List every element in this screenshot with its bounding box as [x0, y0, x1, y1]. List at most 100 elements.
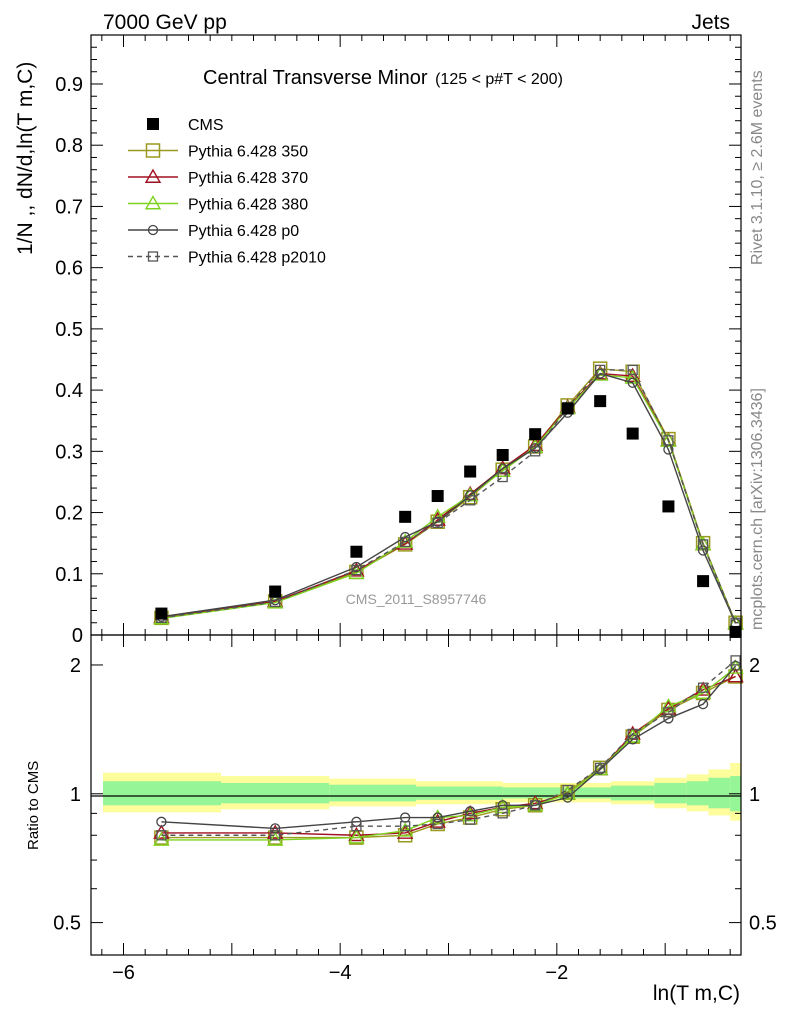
ratio-data-point [627, 728, 638, 740]
main-mc-data-point [697, 539, 709, 550]
main-cms-data-point [155, 607, 168, 620]
main-cms-data-point [697, 575, 710, 588]
main-y-tick-labels: 0 0.1 0.2 0.3 0.4 0.5 0.6 0.7 0.8 0.9 [55, 74, 83, 647]
ratio-frame [90, 634, 742, 956]
ratio-data-point [727, 668, 744, 683]
legend-label: CMS [188, 117, 224, 134]
main-cms-data-point [662, 500, 675, 513]
main-cms-data-point [594, 395, 607, 408]
legend-marker [144, 168, 162, 183]
main-cms-data-point [269, 585, 282, 598]
main-mc-data-point [396, 533, 414, 548]
legend-label: Pythia 6.428 350 [188, 144, 308, 161]
main-mc-series-0 [154, 361, 743, 631]
legend-label: Pythia 6.428 p2010 [188, 250, 326, 267]
main-mc-data-point [697, 545, 709, 556]
main-cms-data-point [399, 510, 412, 523]
ratio-data-point [595, 762, 606, 773]
ratio-data-point [694, 681, 712, 696]
ratio-series-2 [153, 659, 744, 846]
main-cms-data-point [350, 545, 363, 558]
main-y-tick-label: 0.6 [55, 258, 83, 280]
main-y-tick-label: 0.2 [55, 503, 83, 525]
ratio-series-line [161, 667, 737, 841]
main-y-tick-label: 0.4 [55, 380, 83, 402]
main-mc-data-point [663, 435, 674, 446]
watermark: CMS_2011_S8957746 [346, 591, 487, 607]
ratio-band-green [416, 786, 503, 800]
legend-entry: Pythia 6.428 370 [128, 168, 308, 187]
ratio-data-point [663, 707, 674, 718]
legend-entry: Pythia 6.428 380 [128, 195, 308, 214]
main-mc-series-line [161, 372, 737, 624]
ratio-y-tick-label: 0.5 [53, 913, 81, 935]
ratio-data-point [465, 814, 476, 825]
main-y-tick-label: 0 [72, 625, 83, 647]
ratio-data-point [270, 830, 281, 841]
main-mc-series-line [161, 374, 737, 624]
ratio-data-point [559, 785, 576, 800]
main-mc-series-line [161, 369, 737, 624]
legend-entry: CMS [147, 117, 224, 134]
header-left: 7000 GeV pp [103, 11, 227, 34]
ratio-data-point [697, 698, 709, 710]
legend-marker [147, 118, 159, 130]
ratio-data-point [396, 822, 414, 837]
ratio-series-line [161, 665, 737, 830]
main-cms-series-0 [155, 395, 742, 638]
ratio-series-0 [154, 669, 743, 845]
ratio-data-point [348, 829, 365, 844]
main-ticks [91, 34, 741, 636]
main-mc-data-point [595, 364, 606, 376]
main-y-tick-label: 0.3 [55, 441, 83, 463]
main-mc-data-point [266, 594, 284, 609]
main-y-tick-label: 0.9 [55, 74, 83, 96]
ratio-y-tick-label-right: 0.5 [749, 913, 777, 935]
main-mc-data-point [400, 536, 411, 548]
main-cms-data-point [561, 402, 574, 415]
x-tick-labels: −6 −4 −2 [112, 962, 568, 984]
legend-label: Pythia 6.428 p0 [188, 223, 299, 240]
ratio-data-point [562, 792, 573, 803]
legend-label: Pythia 6.428 380 [188, 197, 308, 214]
main-mc-series-4 [156, 364, 741, 628]
legend-entry: Pythia 6.428 350 [128, 143, 308, 161]
main-mc-series-3 [156, 368, 741, 629]
main-mc-data-point [627, 364, 638, 376]
ratio-series [153, 655, 744, 846]
ratio-y-tick-label-right: 2 [749, 655, 760, 677]
main-mc-data-point [432, 517, 443, 529]
ratio-data-point [351, 821, 362, 832]
ratio-data-point [530, 800, 541, 811]
ratio-data-point [497, 808, 508, 819]
ratio-y-tick-label-right: 1 [749, 784, 760, 806]
ratio-band-green [502, 787, 611, 799]
legend-label: Pythia 6.428 370 [188, 170, 308, 187]
main-mc-data-point [660, 432, 677, 447]
ratio-data-point [348, 826, 365, 842]
main-cms-data-point [431, 490, 444, 503]
ratio-y-tick-label: 2 [70, 655, 81, 677]
main-mc-data-point [497, 471, 508, 483]
ratio-data-point [730, 660, 741, 672]
chart-title-main: Central Transverse Minor [203, 67, 428, 89]
ratio-data-point [400, 821, 411, 832]
ratio-data-point [497, 800, 508, 811]
ratio-series-line [161, 659, 737, 836]
mcplots-label: mcplots.cern.ch [arXiv:1306.3436] [749, 388, 766, 630]
ratio-data-point [562, 784, 573, 796]
ratio-bands [103, 763, 741, 821]
header-right: Jets [691, 11, 730, 34]
ratio-data-point [591, 761, 609, 776]
legend-marker [144, 195, 162, 210]
ratio-y-tick-labels: 0.5 0.5 1 1 2 2 [53, 655, 777, 935]
legend-entry: Pythia 6.428 p2010 [128, 250, 326, 267]
main-y-tick-label: 0.8 [55, 135, 83, 157]
ratio-data-point [697, 682, 709, 693]
ratio-y-tick-label: 1 [70, 784, 81, 806]
legend-marker [147, 224, 159, 236]
ratio-band-green [654, 782, 687, 804]
chart-title-sub: (125 < p#T < 200) [435, 71, 563, 88]
main-y-tick-label: 0.1 [55, 564, 83, 586]
